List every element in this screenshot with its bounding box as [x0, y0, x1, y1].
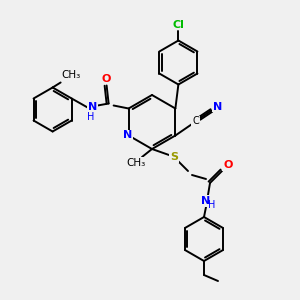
Text: C: C	[192, 116, 199, 127]
Text: Cl: Cl	[172, 20, 184, 29]
Text: CH₃: CH₃	[126, 158, 146, 168]
Text: N: N	[88, 103, 97, 112]
Text: S: S	[170, 152, 178, 162]
Text: N: N	[123, 130, 132, 140]
Text: H: H	[87, 112, 94, 122]
Text: O: O	[102, 74, 111, 83]
Text: N: N	[213, 101, 222, 112]
Text: N: N	[201, 196, 211, 206]
Text: H: H	[208, 200, 216, 210]
Text: CH₃: CH₃	[61, 70, 80, 80]
Text: O: O	[223, 160, 233, 170]
